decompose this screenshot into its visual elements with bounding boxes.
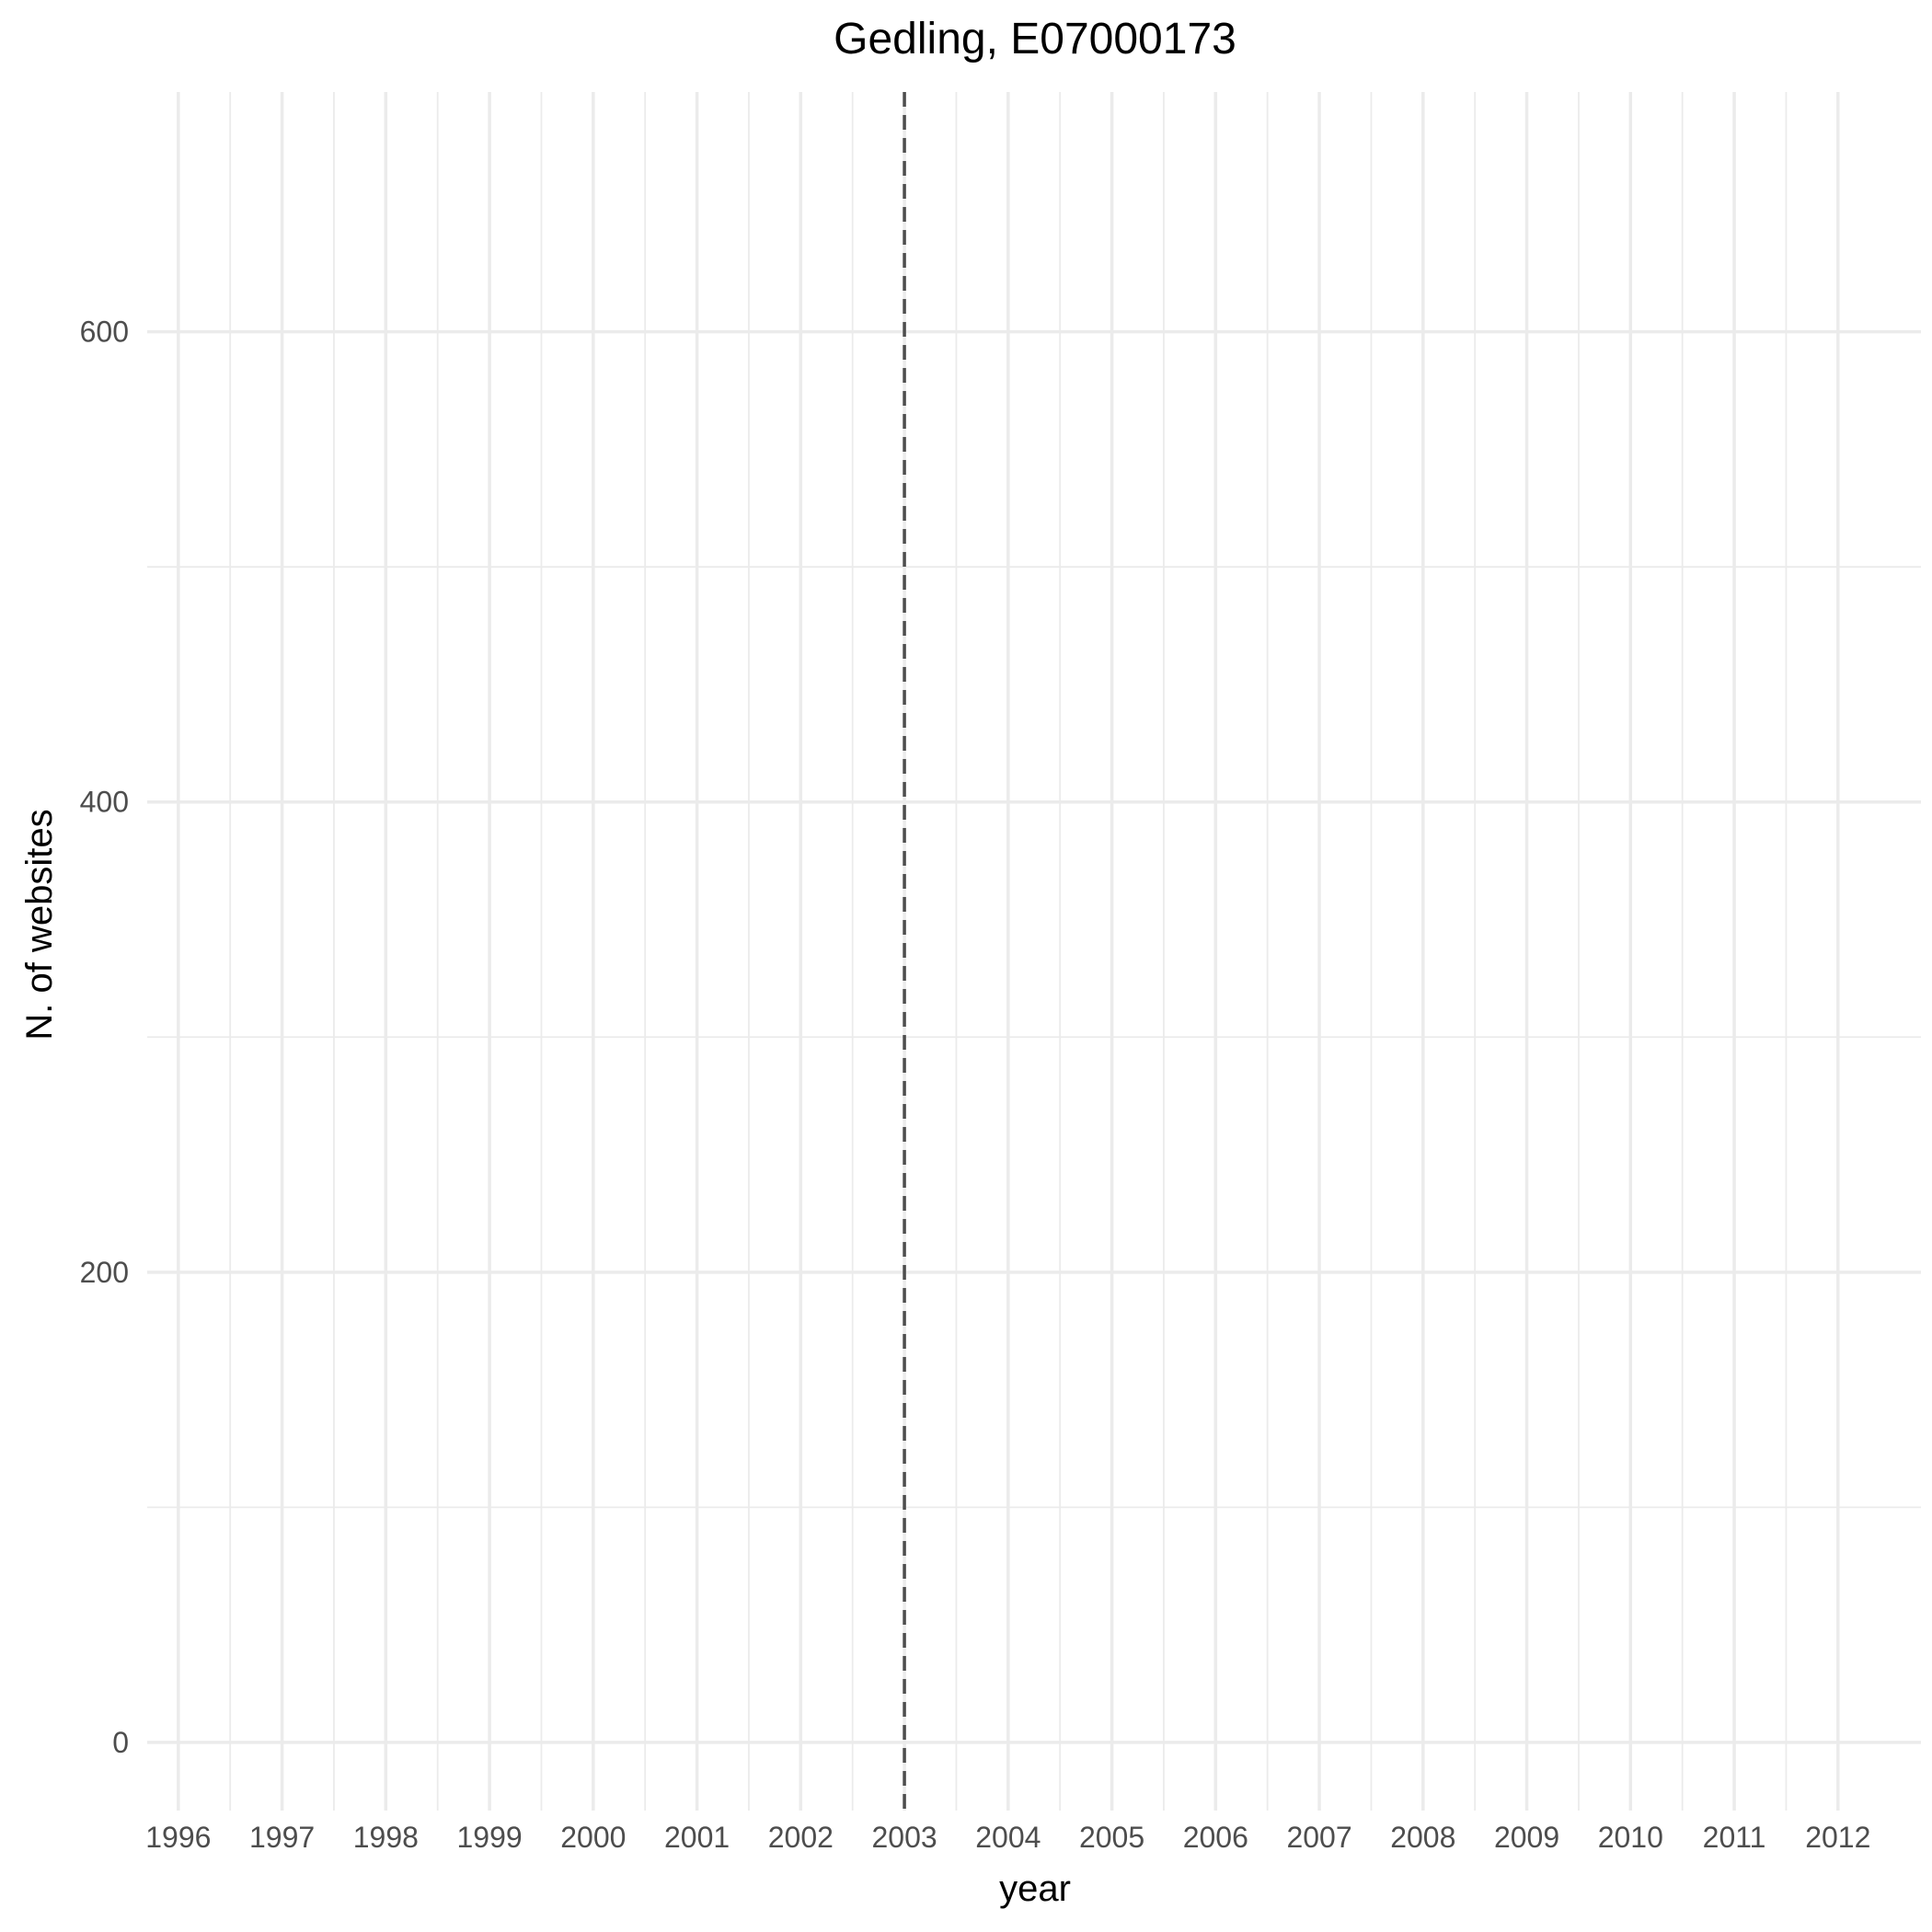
x-axis-title: year xyxy=(999,1869,1071,1909)
x-tick-label-2008: 2008 xyxy=(1390,1821,1455,1854)
major-gridlines-horizontal xyxy=(147,329,1921,1744)
y-tick-label-400: 400 xyxy=(80,786,129,819)
x-tick-label-2009: 2009 xyxy=(1494,1821,1559,1854)
x-tick-label-2000: 2000 xyxy=(560,1821,626,1854)
y-axis-tick-labels: 0 200 400 600 xyxy=(80,316,129,1759)
x-tick-label-2007: 2007 xyxy=(1286,1821,1351,1854)
y-axis-title: N. of websites xyxy=(19,809,60,1040)
y-tick-label-600: 600 xyxy=(80,316,129,349)
x-tick-label-2003: 2003 xyxy=(871,1821,937,1854)
minor-gridlines-horizontal xyxy=(147,566,1921,1509)
x-tick-label-1999: 1999 xyxy=(456,1821,522,1854)
x-tick-label-2012: 2012 xyxy=(1805,1821,1870,1854)
x-tick-label-2001: 2001 xyxy=(664,1821,730,1854)
x-tick-label-1998: 1998 xyxy=(353,1821,419,1854)
y-tick-label-0: 0 xyxy=(112,1726,129,1759)
x-tick-label-1997: 1997 xyxy=(249,1821,315,1854)
chart-title: Gedling, E07000173 xyxy=(834,15,1236,63)
x-tick-label-2011: 2011 xyxy=(1703,1821,1766,1854)
x-tick-label-2010: 2010 xyxy=(1598,1821,1663,1854)
major-gridlines-vertical xyxy=(177,92,1840,1811)
x-tick-label-2006: 2006 xyxy=(1183,1821,1248,1854)
x-tick-label-1996: 1996 xyxy=(145,1821,211,1854)
x-tick-label-2002: 2002 xyxy=(768,1821,834,1854)
x-tick-label-2004: 2004 xyxy=(975,1821,1041,1854)
x-axis-tick-labels: 1996 1997 1998 1999 2000 2001 2002 2003 2004 2005… xyxy=(145,1821,1870,1854)
y-tick-label-200: 200 xyxy=(80,1256,129,1289)
x-tick-label-2005: 2005 xyxy=(1079,1821,1144,1854)
minor-gridlines-vertical xyxy=(229,92,1788,1811)
